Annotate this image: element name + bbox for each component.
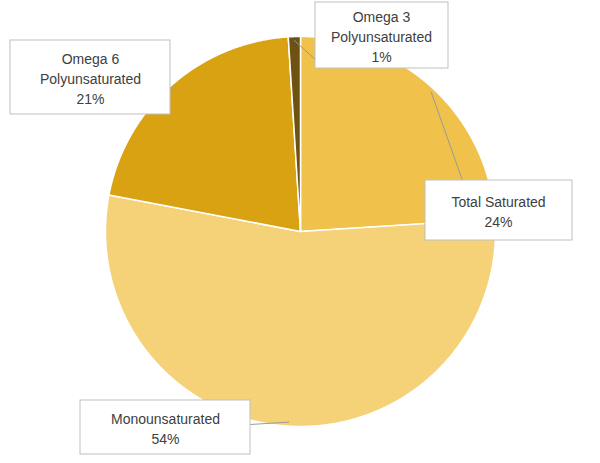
svg-text:Omega 6Polyunsaturated21%: Omega 6Polyunsaturated21% — [40, 51, 141, 108]
svg-text:Omega 3Polyunsaturated1%: Omega 3Polyunsaturated1% — [331, 9, 432, 66]
svg-text:Monounsaturated54%: Monounsaturated54% — [111, 411, 220, 447]
svg-text:Total Saturated24%: Total Saturated24% — [451, 194, 545, 230]
